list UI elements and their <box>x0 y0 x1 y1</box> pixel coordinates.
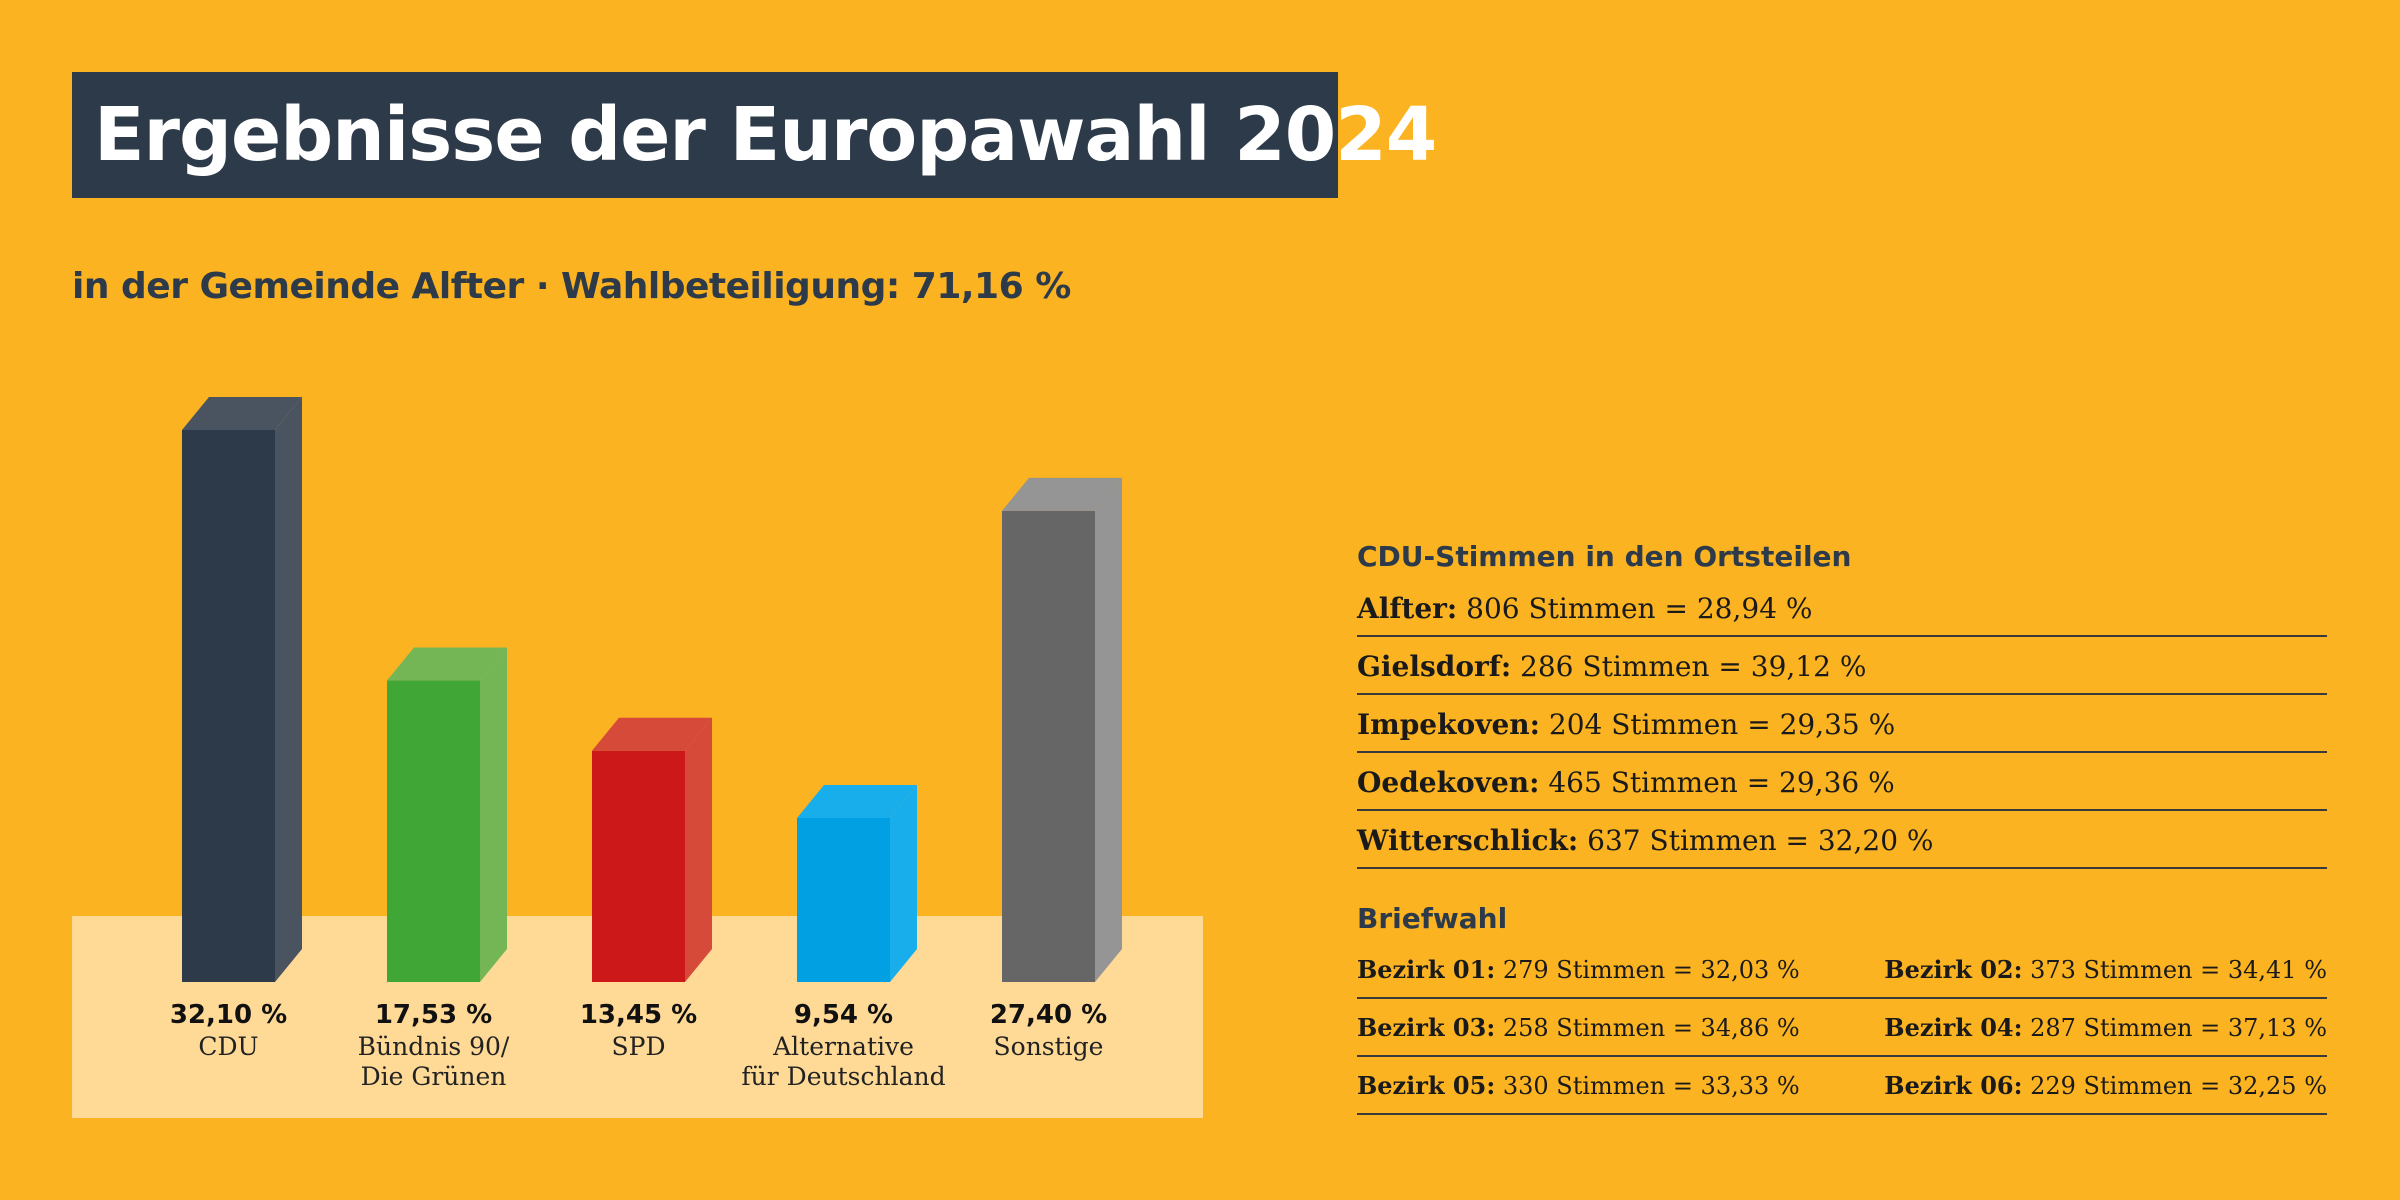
ortsteile-list: Alfter: 806 Stimmen = 28,94 % Gielsdorf: … <box>1357 579 2327 869</box>
bar-side <box>685 717 712 982</box>
bar-0 <box>182 397 302 982</box>
bar-value-label: 27,40 % <box>989 1000 1108 1030</box>
bar-category-label: CDU <box>198 1032 259 1061</box>
ortsteil-row: Oedekoven: 465 Stimmen = 29,36 % <box>1357 753 2327 811</box>
ortsteil-row: Witterschlick: 637 Stimmen = 32,20 % <box>1357 811 2327 869</box>
bezirk-result: 229 Stimmen = 32,25 % <box>2022 1072 2327 1100</box>
bar-value-label: 9,54 % <box>793 1000 894 1030</box>
bar-front <box>182 430 275 982</box>
bar-label: 32,10 % CDU <box>89 1000 369 1062</box>
page-title: Ergebnisse der Europawahl 2024 <box>94 92 1437 178</box>
bar-category-label: SPD <box>611 1032 666 1061</box>
bar-2 <box>592 717 712 982</box>
briefwahl-list: Bezirk 01: 279 Stimmen = 32,03 % Bezirk 0… <box>1357 941 2327 1115</box>
ortsteil-name: Alfter: <box>1357 592 1458 625</box>
ortsteil-result: 637 Stimmen = 32,20 % <box>1578 824 1934 857</box>
bezirk-result: 373 Stimmen = 34,41 % <box>2022 956 2327 984</box>
briefwahl-row: Bezirk 02: 373 Stimmen = 34,41 % <box>1842 941 2327 999</box>
bezirk-name: Bezirk 03: <box>1357 1013 1496 1042</box>
briefwahl-title: Briefwahl <box>1357 902 1508 935</box>
ortsteil-row: Gielsdorf: 286 Stimmen = 39,12 % <box>1357 637 2327 695</box>
page-subtitle: in der Gemeinde Alfter · Wahlbeteiligung… <box>72 266 1071 307</box>
briefwahl-row: Bezirk 03: 258 Stimmen = 34,86 % <box>1357 999 1842 1057</box>
bar-front <box>592 750 685 982</box>
bezirk-result: 279 Stimmen = 32,03 % <box>1495 956 1800 984</box>
bar-top <box>797 784 917 818</box>
bar-label: 17,53 % Bündnis 90/ Die Grünen <box>294 1000 574 1092</box>
bar-label: 9,54 % Alternative für Deutschland <box>704 1000 984 1092</box>
briefwahl-row: Bezirk 05: 330 Stimmen = 33,33 % <box>1357 1057 1842 1115</box>
bar-category-label: Alternative für Deutschland <box>741 1032 946 1091</box>
bar-label: 13,45 % SPD <box>499 1000 779 1062</box>
bar-side <box>1095 477 1122 982</box>
bezirk-result: 258 Stimmen = 34,86 % <box>1495 1014 1800 1042</box>
bar-1 <box>387 647 507 982</box>
ortsteil-name: Impekoven: <box>1357 708 1540 741</box>
briefwahl-panel: Briefwahl Bezirk 01: 279 Stimmen = 32,03… <box>1357 902 2327 1115</box>
bar-value-label: 17,53 % <box>374 1000 493 1030</box>
bar-category-label: Bündnis 90/ Die Grünen <box>357 1032 510 1091</box>
bar-label: 27,40 % Sonstige <box>909 1000 1189 1062</box>
bar-top <box>387 647 507 681</box>
ortsteil-name: Oedekoven: <box>1357 766 1540 799</box>
briefwahl-row: Bezirk 04: 287 Stimmen = 37,13 % <box>1842 999 2327 1057</box>
ortsteil-result: 465 Stimmen = 29,36 % <box>1539 766 1895 799</box>
bezirk-result: 287 Stimmen = 37,13 % <box>2022 1014 2327 1042</box>
bar-top <box>592 717 712 751</box>
bar-front <box>387 680 480 982</box>
title-box: Ergebnisse der Europawahl 2024 <box>72 72 1437 198</box>
bar-value-label: 32,10 % <box>169 1000 288 1030</box>
ortsteil-result: 806 Stimmen = 28,94 % <box>1457 592 1813 625</box>
bezirk-name: Bezirk 02: <box>1884 955 2023 984</box>
ortsteil-name: Gielsdorf: <box>1357 650 1512 683</box>
bezirk-result: 330 Stimmen = 33,33 % <box>1495 1072 1800 1100</box>
ortsteil-row: Alfter: 806 Stimmen = 28,94 % <box>1357 579 2327 637</box>
bezirk-name: Bezirk 06: <box>1884 1071 2023 1100</box>
bar-side <box>890 784 917 982</box>
bezirk-name: Bezirk 01: <box>1357 955 1496 984</box>
bar-category-label: Sonstige <box>993 1032 1104 1061</box>
ortsteil-result: 286 Stimmen = 39,12 % <box>1511 650 1867 683</box>
ortsteile-title: CDU-Stimmen in den Ortsteilen <box>1357 540 1852 573</box>
bar-front <box>797 817 890 982</box>
briefwahl-row: Bezirk 06: 229 Stimmen = 32,25 % <box>1842 1057 2327 1115</box>
bar-top <box>182 397 302 430</box>
bezirk-name: Bezirk 04: <box>1884 1013 2023 1042</box>
ortsteile-panel: CDU-Stimmen in den Ortsteilen Alfter: 80… <box>1357 540 2327 869</box>
ortsteil-name: Witterschlick: <box>1357 824 1579 857</box>
bar-front <box>1002 510 1095 982</box>
ortsteil-result: 204 Stimmen = 29,35 % <box>1539 708 1896 741</box>
ortsteil-row: Impekoven: 204 Stimmen = 29,35 % <box>1357 695 2327 753</box>
bar-value-label: 13,45 % <box>579 1000 698 1030</box>
bezirk-name: Bezirk 05: <box>1357 1071 1496 1100</box>
bar-top <box>1002 477 1122 511</box>
bar-side <box>275 397 302 982</box>
bar-side <box>480 647 507 982</box>
bar-4 <box>1002 477 1122 982</box>
bar-3 <box>797 784 917 982</box>
briefwahl-row: Bezirk 01: 279 Stimmen = 32,03 % <box>1357 941 1842 999</box>
